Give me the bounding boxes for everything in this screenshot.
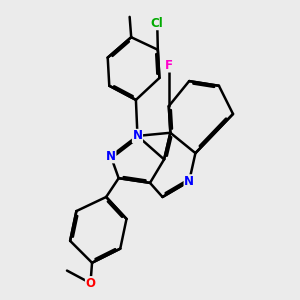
Text: N: N xyxy=(106,150,116,163)
Text: N: N xyxy=(133,129,142,142)
Text: F: F xyxy=(165,59,173,72)
Text: O: O xyxy=(85,277,95,290)
Text: Cl: Cl xyxy=(151,16,164,30)
Text: N: N xyxy=(184,175,194,188)
